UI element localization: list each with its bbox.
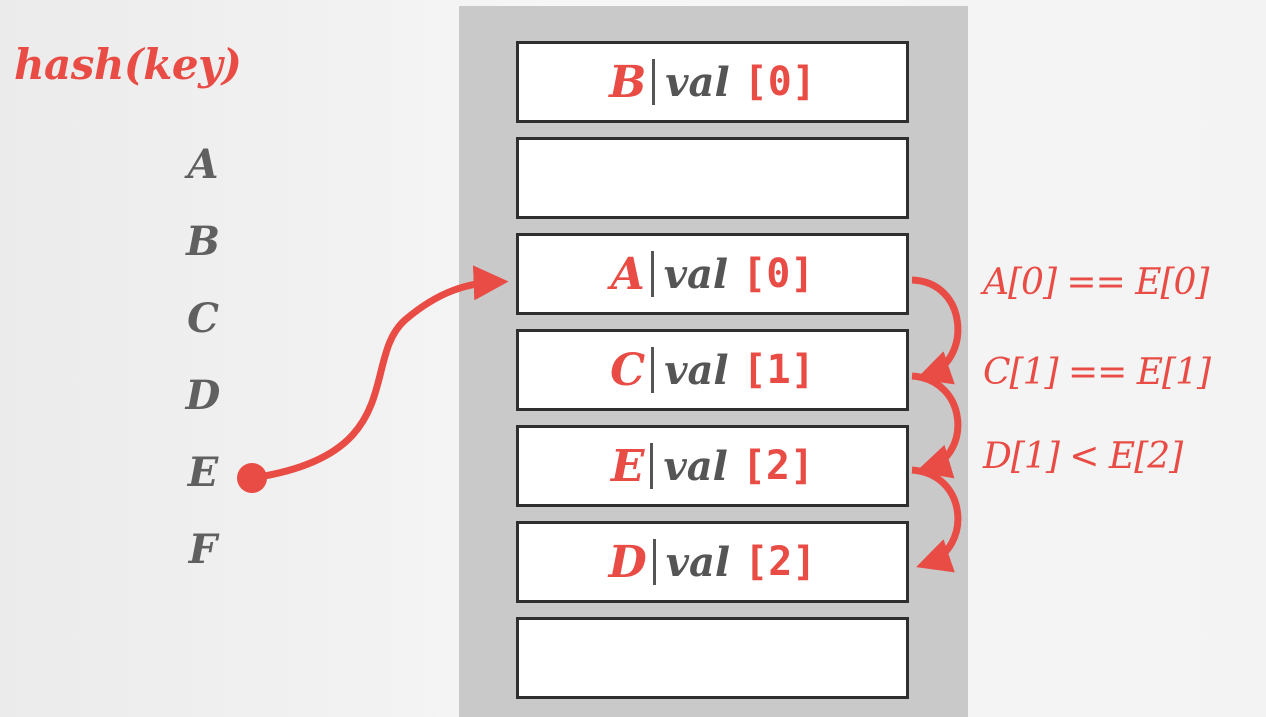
slot-value: val bbox=[663, 442, 728, 490]
slot-0: B val [0] bbox=[516, 41, 909, 123]
slot-separator bbox=[652, 59, 656, 105]
slot-value: val bbox=[665, 538, 731, 586]
slot-3: C val [1] bbox=[516, 329, 909, 411]
slot-offset: [1] bbox=[742, 347, 815, 393]
slot-offset: [0] bbox=[743, 59, 816, 105]
probe-arrow-1 bbox=[911, 276, 962, 385]
slot-value: val bbox=[665, 58, 730, 106]
key-f: F bbox=[188, 526, 218, 573]
comparison-3: D[1] < E[2] bbox=[983, 436, 1183, 477]
slot-value: val bbox=[663, 250, 729, 298]
slot-key: C bbox=[610, 344, 646, 396]
slot-1-empty bbox=[516, 137, 909, 219]
key-c: C bbox=[187, 295, 219, 342]
slot-key: B bbox=[609, 56, 647, 108]
key-d: D bbox=[185, 372, 221, 419]
slot-6-empty bbox=[516, 617, 909, 699]
hash-target-arrow bbox=[251, 265, 509, 482]
slot-separator bbox=[652, 539, 656, 585]
slot-offset: [2] bbox=[741, 443, 815, 489]
comparison-2: C[1] == E[1] bbox=[983, 352, 1211, 393]
slot-key: D bbox=[608, 536, 647, 588]
probe-arrow-3 bbox=[911, 466, 962, 573]
probe-arrow-2 bbox=[911, 372, 962, 479]
slot-2: A val [0] bbox=[516, 233, 909, 315]
comparison-1: A[0] == E[0] bbox=[983, 262, 1209, 303]
slot-5: D val [2] bbox=[516, 521, 909, 603]
slot-key: E bbox=[610, 440, 645, 492]
slot-key: A bbox=[610, 248, 645, 300]
slot-4: E val [2] bbox=[516, 425, 909, 507]
slot-separator bbox=[651, 347, 655, 393]
hash-function-label: hash(key) bbox=[14, 40, 242, 89]
slot-separator bbox=[650, 251, 654, 297]
key-a: A bbox=[187, 141, 219, 188]
key-b: B bbox=[186, 218, 220, 265]
slot-value: val bbox=[664, 346, 729, 394]
key-e: E bbox=[187, 449, 219, 496]
slot-offset: [2] bbox=[744, 539, 817, 585]
hash-table: B val [0] A val [0] C val [1] E val [2] bbox=[459, 6, 968, 717]
slot-offset: [0] bbox=[742, 251, 815, 297]
slot-separator bbox=[650, 443, 654, 489]
